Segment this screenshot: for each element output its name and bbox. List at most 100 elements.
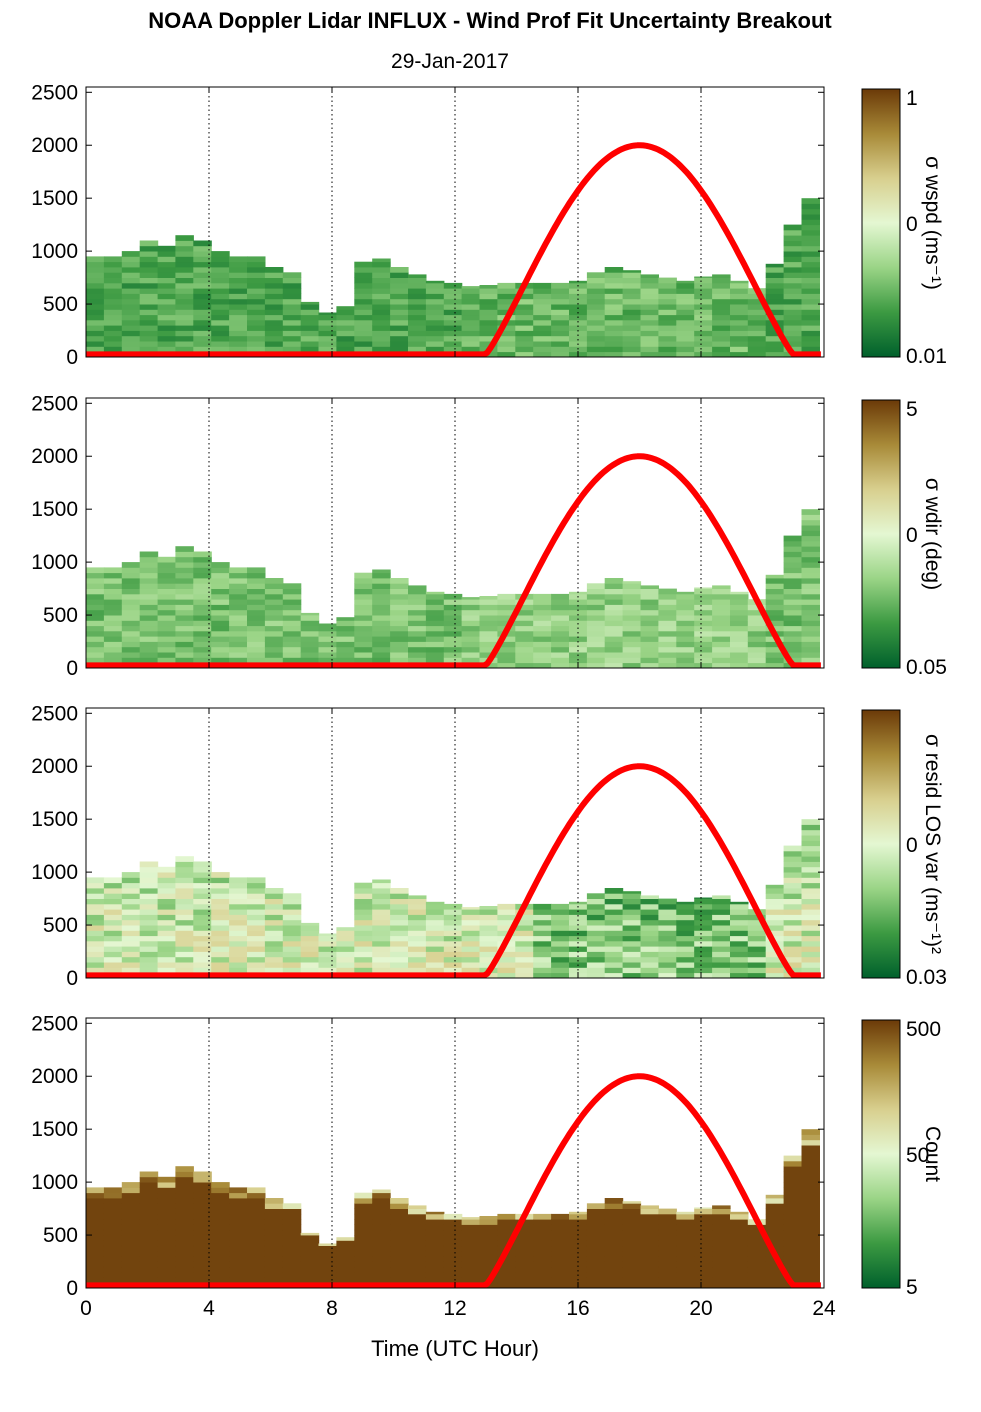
heatmap-cell <box>86 620 105 627</box>
heatmap-cell <box>765 609 785 616</box>
heatmap-cell <box>175 951 194 958</box>
heatmap-cell <box>139 1182 159 1188</box>
heatmap-cell <box>604 604 624 611</box>
heatmap-cell <box>640 309 659 316</box>
heatmap-cell <box>193 325 212 331</box>
heatmap-cell <box>121 1203 141 1209</box>
heatmap-cell <box>712 293 731 300</box>
heatmap-cell <box>730 903 749 910</box>
heatmap-cell <box>211 1224 230 1231</box>
heatmap-cell <box>783 261 803 268</box>
heatmap-cell <box>264 578 284 584</box>
heatmap-cell <box>730 967 749 974</box>
heatmap-cell <box>425 319 445 326</box>
heatmap-cell <box>229 267 248 273</box>
heatmap-cell <box>497 1240 516 1247</box>
heatmap-cell <box>640 1229 659 1236</box>
heatmap-cell <box>264 1224 284 1231</box>
heatmap-cell <box>157 604 177 611</box>
heatmap-cell <box>730 304 749 310</box>
heatmap-cell <box>211 909 230 915</box>
heatmap-cell <box>658 646 677 653</box>
heatmap-cell <box>211 625 230 632</box>
heatmap-cell <box>783 930 803 937</box>
heatmap-cell <box>354 882 373 889</box>
heatmap-cell <box>282 630 302 637</box>
heatmap-cell <box>694 903 713 910</box>
heatmap-cell <box>497 615 516 621</box>
heatmap-cell <box>139 967 159 974</box>
heatmap-cell <box>515 341 534 347</box>
heatmap-cell <box>372 909 391 915</box>
heatmap-cell <box>264 609 284 616</box>
heatmap-cell <box>247 903 266 910</box>
heatmap-cell <box>282 620 302 627</box>
heatmap-cell <box>640 1256 659 1262</box>
heatmap-cell <box>211 335 230 342</box>
heatmap-cell <box>86 319 105 326</box>
heatmap-cell <box>390 1266 409 1273</box>
heatmap-cell <box>264 604 284 611</box>
heatmap-cell <box>354 583 373 589</box>
heatmap-cell <box>658 346 677 353</box>
heatmap-cell <box>175 309 194 316</box>
heatmap-cell <box>318 956 337 963</box>
heatmap-cell <box>354 599 373 605</box>
heatmap-cell <box>783 646 803 653</box>
heatmap-cell <box>694 309 713 316</box>
heatmap-cell <box>801 1256 820 1262</box>
heatmap-cell <box>622 1245 642 1252</box>
heatmap-cell <box>372 325 391 331</box>
heatmap-cell <box>193 304 212 310</box>
heatmap-cell <box>229 919 248 926</box>
heatmap-cell <box>497 662 516 669</box>
heatmap-cell <box>801 1250 820 1257</box>
heatmap-cell <box>372 341 391 347</box>
heatmap-cell <box>622 1266 642 1273</box>
heatmap-cell <box>640 951 659 958</box>
heatmap-cell <box>801 925 820 931</box>
heatmap-cell <box>551 1272 570 1278</box>
heatmap-cell <box>479 919 498 926</box>
heatmap-cell <box>730 604 749 611</box>
heatmap-cell <box>730 1272 749 1278</box>
heatmap-cell <box>211 872 230 878</box>
heatmap-cell <box>479 1229 498 1236</box>
heatmap-cell <box>801 1198 820 1204</box>
heatmap-cell <box>121 630 141 637</box>
heatmap-cell <box>264 625 284 632</box>
heatmap-cell <box>121 267 141 273</box>
heatmap-cell <box>157 636 177 642</box>
heatmap-cell <box>640 1261 659 1268</box>
heatmap-cell <box>157 909 177 915</box>
heatmap-cell <box>658 319 677 326</box>
heatmap-cell <box>676 293 695 300</box>
heatmap-cell <box>157 272 177 278</box>
heatmap-cell <box>783 1229 803 1236</box>
heatmap-cell <box>175 588 194 595</box>
heatmap-cell <box>801 1208 820 1215</box>
heatmap-cell <box>747 1261 767 1268</box>
heatmap-cell <box>712 641 731 648</box>
heatmap-cell <box>121 609 141 616</box>
heatmap-cell <box>730 630 749 637</box>
heatmap-cell <box>157 903 177 910</box>
heatmap-cell <box>229 1277 248 1284</box>
heatmap-cell <box>604 662 624 669</box>
heatmap-cell <box>658 625 677 632</box>
heatmap-cell <box>622 583 642 589</box>
heatmap-cell <box>694 319 713 326</box>
heatmap-cell <box>640 925 659 931</box>
heatmap-cell <box>658 903 677 910</box>
heatmap-cell <box>247 346 266 353</box>
heatmap-cell <box>658 351 677 358</box>
heatmap-cell <box>694 615 713 621</box>
y-tick-label: 2000 <box>31 1065 78 1088</box>
heatmap-cell <box>354 309 373 316</box>
heatmap-cell <box>604 309 624 316</box>
heatmap-cell <box>372 1189 391 1194</box>
heatmap-cell <box>175 1192 194 1199</box>
heatmap-cell <box>604 646 624 653</box>
heatmap-cell <box>211 1229 230 1236</box>
heatmap-cell <box>730 901 749 905</box>
